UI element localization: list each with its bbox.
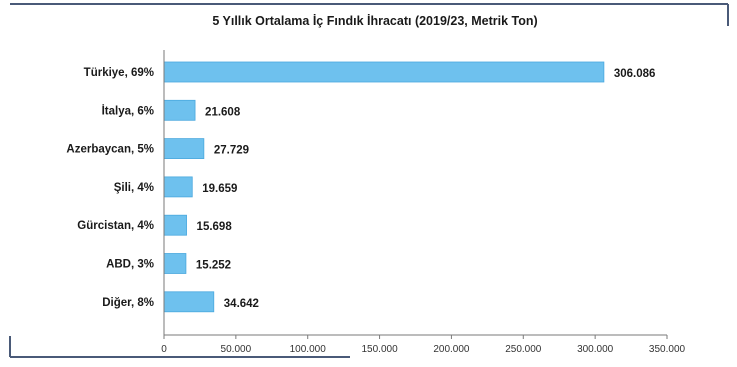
category-labels: Türkiye, 69% İtalya, 6% Azerbaycan, 5% Şili… bbox=[66, 67, 154, 309]
bar bbox=[163, 61, 605, 83]
x-tick-label: 100.000 bbox=[290, 344, 327, 355]
category-label: İtalya, 6% bbox=[102, 104, 154, 117]
data-label: 306.086 bbox=[614, 68, 656, 80]
category-label: Azerbaycan, 5% bbox=[66, 144, 154, 156]
data-label: 15.252 bbox=[196, 260, 231, 272]
bar bbox=[163, 214, 187, 236]
bar bbox=[163, 138, 205, 160]
x-tick-label: 250.000 bbox=[505, 344, 542, 355]
bar bbox=[163, 99, 196, 121]
category-label: Şili, 4% bbox=[114, 182, 154, 194]
x-tick-label: 0 bbox=[161, 344, 167, 355]
bar bbox=[163, 291, 215, 313]
x-tick-label: 200.000 bbox=[433, 344, 470, 355]
data-label: 34.642 bbox=[224, 298, 259, 310]
bar bbox=[163, 253, 187, 274]
data-label: 19.659 bbox=[202, 183, 237, 195]
x-tick-label: 150.000 bbox=[361, 344, 398, 355]
data-label: 15.698 bbox=[197, 221, 233, 233]
data-labels: 306.086 21.608 27.729 19.659 15.698 15.252 34.… bbox=[196, 68, 656, 310]
bars bbox=[163, 61, 605, 313]
x-tick-label: 50.000 bbox=[221, 344, 252, 355]
category-label: ABD, 3% bbox=[106, 259, 154, 271]
category-label: Diğer, 8% bbox=[102, 297, 154, 309]
chart-title: 5 Yıllık Ortalama İç Fındık İhracatı (20… bbox=[212, 13, 537, 28]
category-label: Gürcistan, 4% bbox=[77, 220, 154, 232]
data-label: 21.608 bbox=[205, 106, 241, 118]
category-label: Türkiye, 69% bbox=[84, 67, 154, 79]
data-label: 27.729 bbox=[214, 145, 249, 157]
bar bbox=[163, 176, 193, 198]
x-axis-ticks: 0 50.000 100.000 150.000 200.000 250.000 300.0… bbox=[161, 335, 686, 355]
x-tick-label: 300.000 bbox=[577, 344, 614, 355]
x-tick-label: 350.000 bbox=[649, 344, 686, 355]
